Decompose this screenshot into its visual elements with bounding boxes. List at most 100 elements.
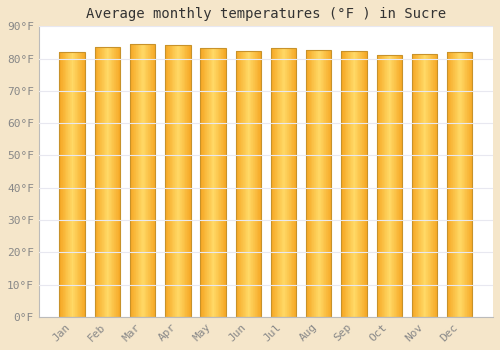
Bar <box>377 55 378 317</box>
Bar <box>306 49 332 317</box>
Bar <box>391 55 392 317</box>
Bar <box>135 44 136 317</box>
Bar <box>420 54 422 317</box>
Bar <box>216 48 217 317</box>
Bar <box>286 48 288 317</box>
Bar <box>154 44 156 317</box>
Bar <box>130 44 156 317</box>
Bar <box>385 55 386 317</box>
Bar <box>343 51 344 317</box>
Bar <box>249 51 250 317</box>
Bar <box>252 51 253 317</box>
Bar <box>257 51 258 317</box>
Bar <box>140 44 141 317</box>
Bar <box>378 55 379 317</box>
Bar <box>272 48 273 317</box>
Bar <box>112 47 113 317</box>
Bar <box>225 48 226 317</box>
Bar <box>392 55 393 317</box>
Bar <box>205 48 206 317</box>
Bar <box>170 45 171 317</box>
Bar <box>186 45 188 317</box>
Bar <box>454 52 456 317</box>
Bar <box>412 54 437 317</box>
Bar <box>436 54 437 317</box>
Bar <box>342 51 366 317</box>
Bar <box>70 52 71 317</box>
Bar <box>278 48 279 317</box>
Bar <box>459 52 460 317</box>
Bar <box>236 51 237 317</box>
Bar <box>350 51 351 317</box>
Bar <box>166 45 167 317</box>
Bar <box>400 55 402 317</box>
Bar <box>288 48 290 317</box>
Bar <box>464 52 465 317</box>
Bar <box>310 49 311 317</box>
Bar <box>284 48 285 317</box>
Bar <box>451 52 452 317</box>
Bar <box>260 51 261 317</box>
Bar <box>214 48 215 317</box>
Bar <box>108 47 110 317</box>
Bar <box>450 52 451 317</box>
Bar <box>383 55 384 317</box>
Bar <box>322 49 323 317</box>
Bar <box>83 52 84 317</box>
Bar <box>347 51 348 317</box>
Bar <box>426 54 427 317</box>
Bar <box>351 51 352 317</box>
Bar <box>206 48 208 317</box>
Bar <box>130 44 131 317</box>
Bar <box>79 52 80 317</box>
Bar <box>456 52 457 317</box>
Bar <box>143 44 144 317</box>
Bar <box>422 54 423 317</box>
Bar <box>185 45 186 317</box>
Bar <box>73 52 74 317</box>
Bar <box>65 52 66 317</box>
Bar <box>69 52 70 317</box>
Bar <box>324 49 325 317</box>
Bar <box>282 48 283 317</box>
Bar <box>218 48 219 317</box>
Bar <box>104 47 105 317</box>
Bar <box>60 52 62 317</box>
Bar <box>292 48 293 317</box>
Bar <box>348 51 349 317</box>
Bar <box>248 51 249 317</box>
Bar <box>418 54 419 317</box>
Bar <box>219 48 220 317</box>
Bar <box>352 51 354 317</box>
Bar <box>97 47 98 317</box>
Bar <box>457 52 458 317</box>
Bar <box>384 55 385 317</box>
Bar <box>415 54 416 317</box>
Bar <box>106 47 108 317</box>
Bar <box>202 48 203 317</box>
Bar <box>360 51 361 317</box>
Bar <box>183 45 184 317</box>
Bar <box>432 54 434 317</box>
Bar <box>417 54 418 317</box>
Bar <box>458 52 459 317</box>
Bar <box>463 52 464 317</box>
Bar <box>285 48 286 317</box>
Bar <box>315 49 316 317</box>
Bar <box>306 49 308 317</box>
Bar <box>346 51 347 317</box>
Bar <box>165 45 166 317</box>
Bar <box>271 48 296 317</box>
Bar <box>99 47 100 317</box>
Bar <box>240 51 242 317</box>
Bar <box>388 55 390 317</box>
Bar <box>345 51 346 317</box>
Bar <box>165 45 190 317</box>
Bar <box>395 55 396 317</box>
Bar <box>313 49 314 317</box>
Bar <box>447 52 448 317</box>
Bar <box>452 52 454 317</box>
Bar <box>237 51 238 317</box>
Bar <box>356 51 357 317</box>
Bar <box>200 48 201 317</box>
